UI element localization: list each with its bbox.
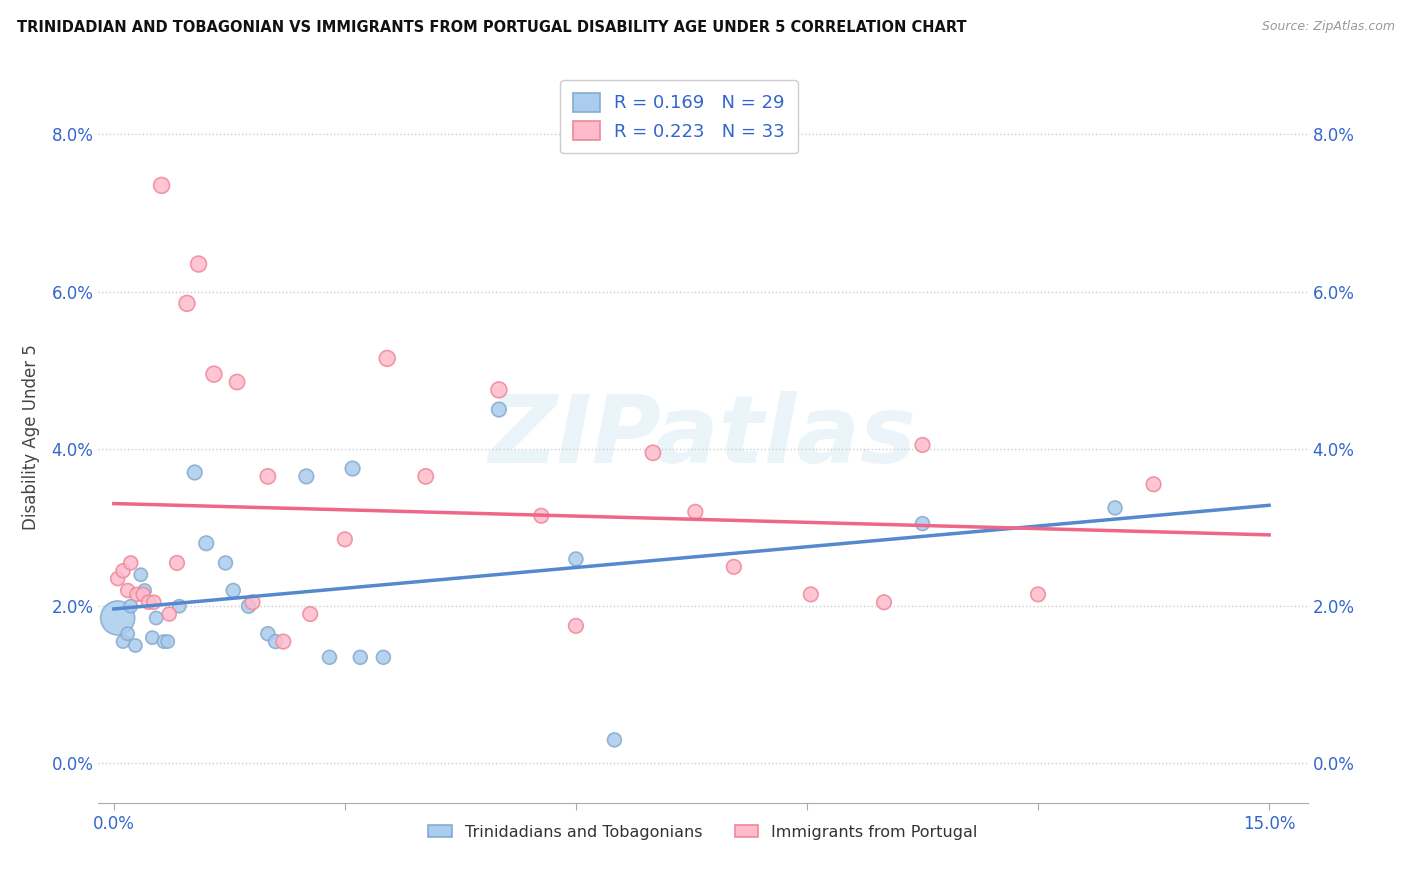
Point — [120, 599, 142, 614]
Point — [226, 375, 249, 389]
Point — [488, 383, 510, 397]
Point — [1026, 587, 1049, 601]
Point — [112, 564, 135, 578]
Text: Source: ZipAtlas.com: Source: ZipAtlas.com — [1261, 20, 1395, 33]
Point — [141, 631, 163, 645]
Text: TRINIDADIAN AND TOBAGONIAN VS IMMIGRANTS FROM PORTUGAL DISABILITY AGE UNDER 5 CO: TRINIDADIAN AND TOBAGONIAN VS IMMIGRANTS… — [17, 20, 966, 35]
Point — [271, 634, 294, 648]
Y-axis label: Disability Age Under 5: Disability Age Under 5 — [22, 344, 41, 530]
Point — [107, 572, 129, 586]
Point — [911, 438, 934, 452]
Point — [641, 446, 664, 460]
Point — [153, 634, 176, 648]
Point — [318, 650, 340, 665]
Text: ZIPatlas: ZIPatlas — [489, 391, 917, 483]
Point — [107, 611, 129, 625]
Point — [129, 567, 152, 582]
Point — [187, 257, 209, 271]
Point — [169, 599, 191, 614]
Point — [911, 516, 934, 531]
Point — [202, 367, 225, 381]
Point — [112, 634, 135, 648]
Point — [145, 611, 167, 625]
Point — [157, 607, 180, 621]
Point — [342, 461, 364, 475]
Point — [723, 559, 745, 574]
Point — [134, 583, 156, 598]
Point — [415, 469, 437, 483]
Point — [156, 634, 179, 648]
Point — [349, 650, 371, 665]
Point — [166, 556, 188, 570]
Point — [176, 296, 198, 310]
Point — [124, 639, 146, 653]
Point — [238, 599, 260, 614]
Point — [264, 634, 287, 648]
Point — [120, 556, 142, 570]
Point — [295, 469, 318, 483]
Point — [603, 732, 626, 747]
Point — [373, 650, 395, 665]
Point — [873, 595, 896, 609]
Point — [242, 595, 264, 609]
Point — [375, 351, 398, 366]
Legend: Trinidadians and Tobagonians, Immigrants from Portugal: Trinidadians and Tobagonians, Immigrants… — [422, 818, 984, 846]
Point — [125, 587, 148, 601]
Point — [565, 619, 588, 633]
Point — [150, 178, 173, 193]
Point — [142, 595, 165, 609]
Point — [183, 466, 205, 480]
Point — [1104, 500, 1126, 515]
Point — [685, 505, 707, 519]
Point — [333, 533, 356, 547]
Point — [257, 469, 280, 483]
Point — [530, 508, 553, 523]
Point — [488, 402, 510, 417]
Point — [257, 626, 280, 640]
Point — [222, 583, 245, 598]
Point — [117, 583, 139, 598]
Point — [565, 552, 588, 566]
Point — [195, 536, 218, 550]
Point — [800, 587, 823, 601]
Point — [299, 607, 322, 621]
Point — [132, 587, 155, 601]
Point — [117, 626, 139, 640]
Point — [1142, 477, 1164, 491]
Point — [138, 595, 160, 609]
Point — [214, 556, 236, 570]
